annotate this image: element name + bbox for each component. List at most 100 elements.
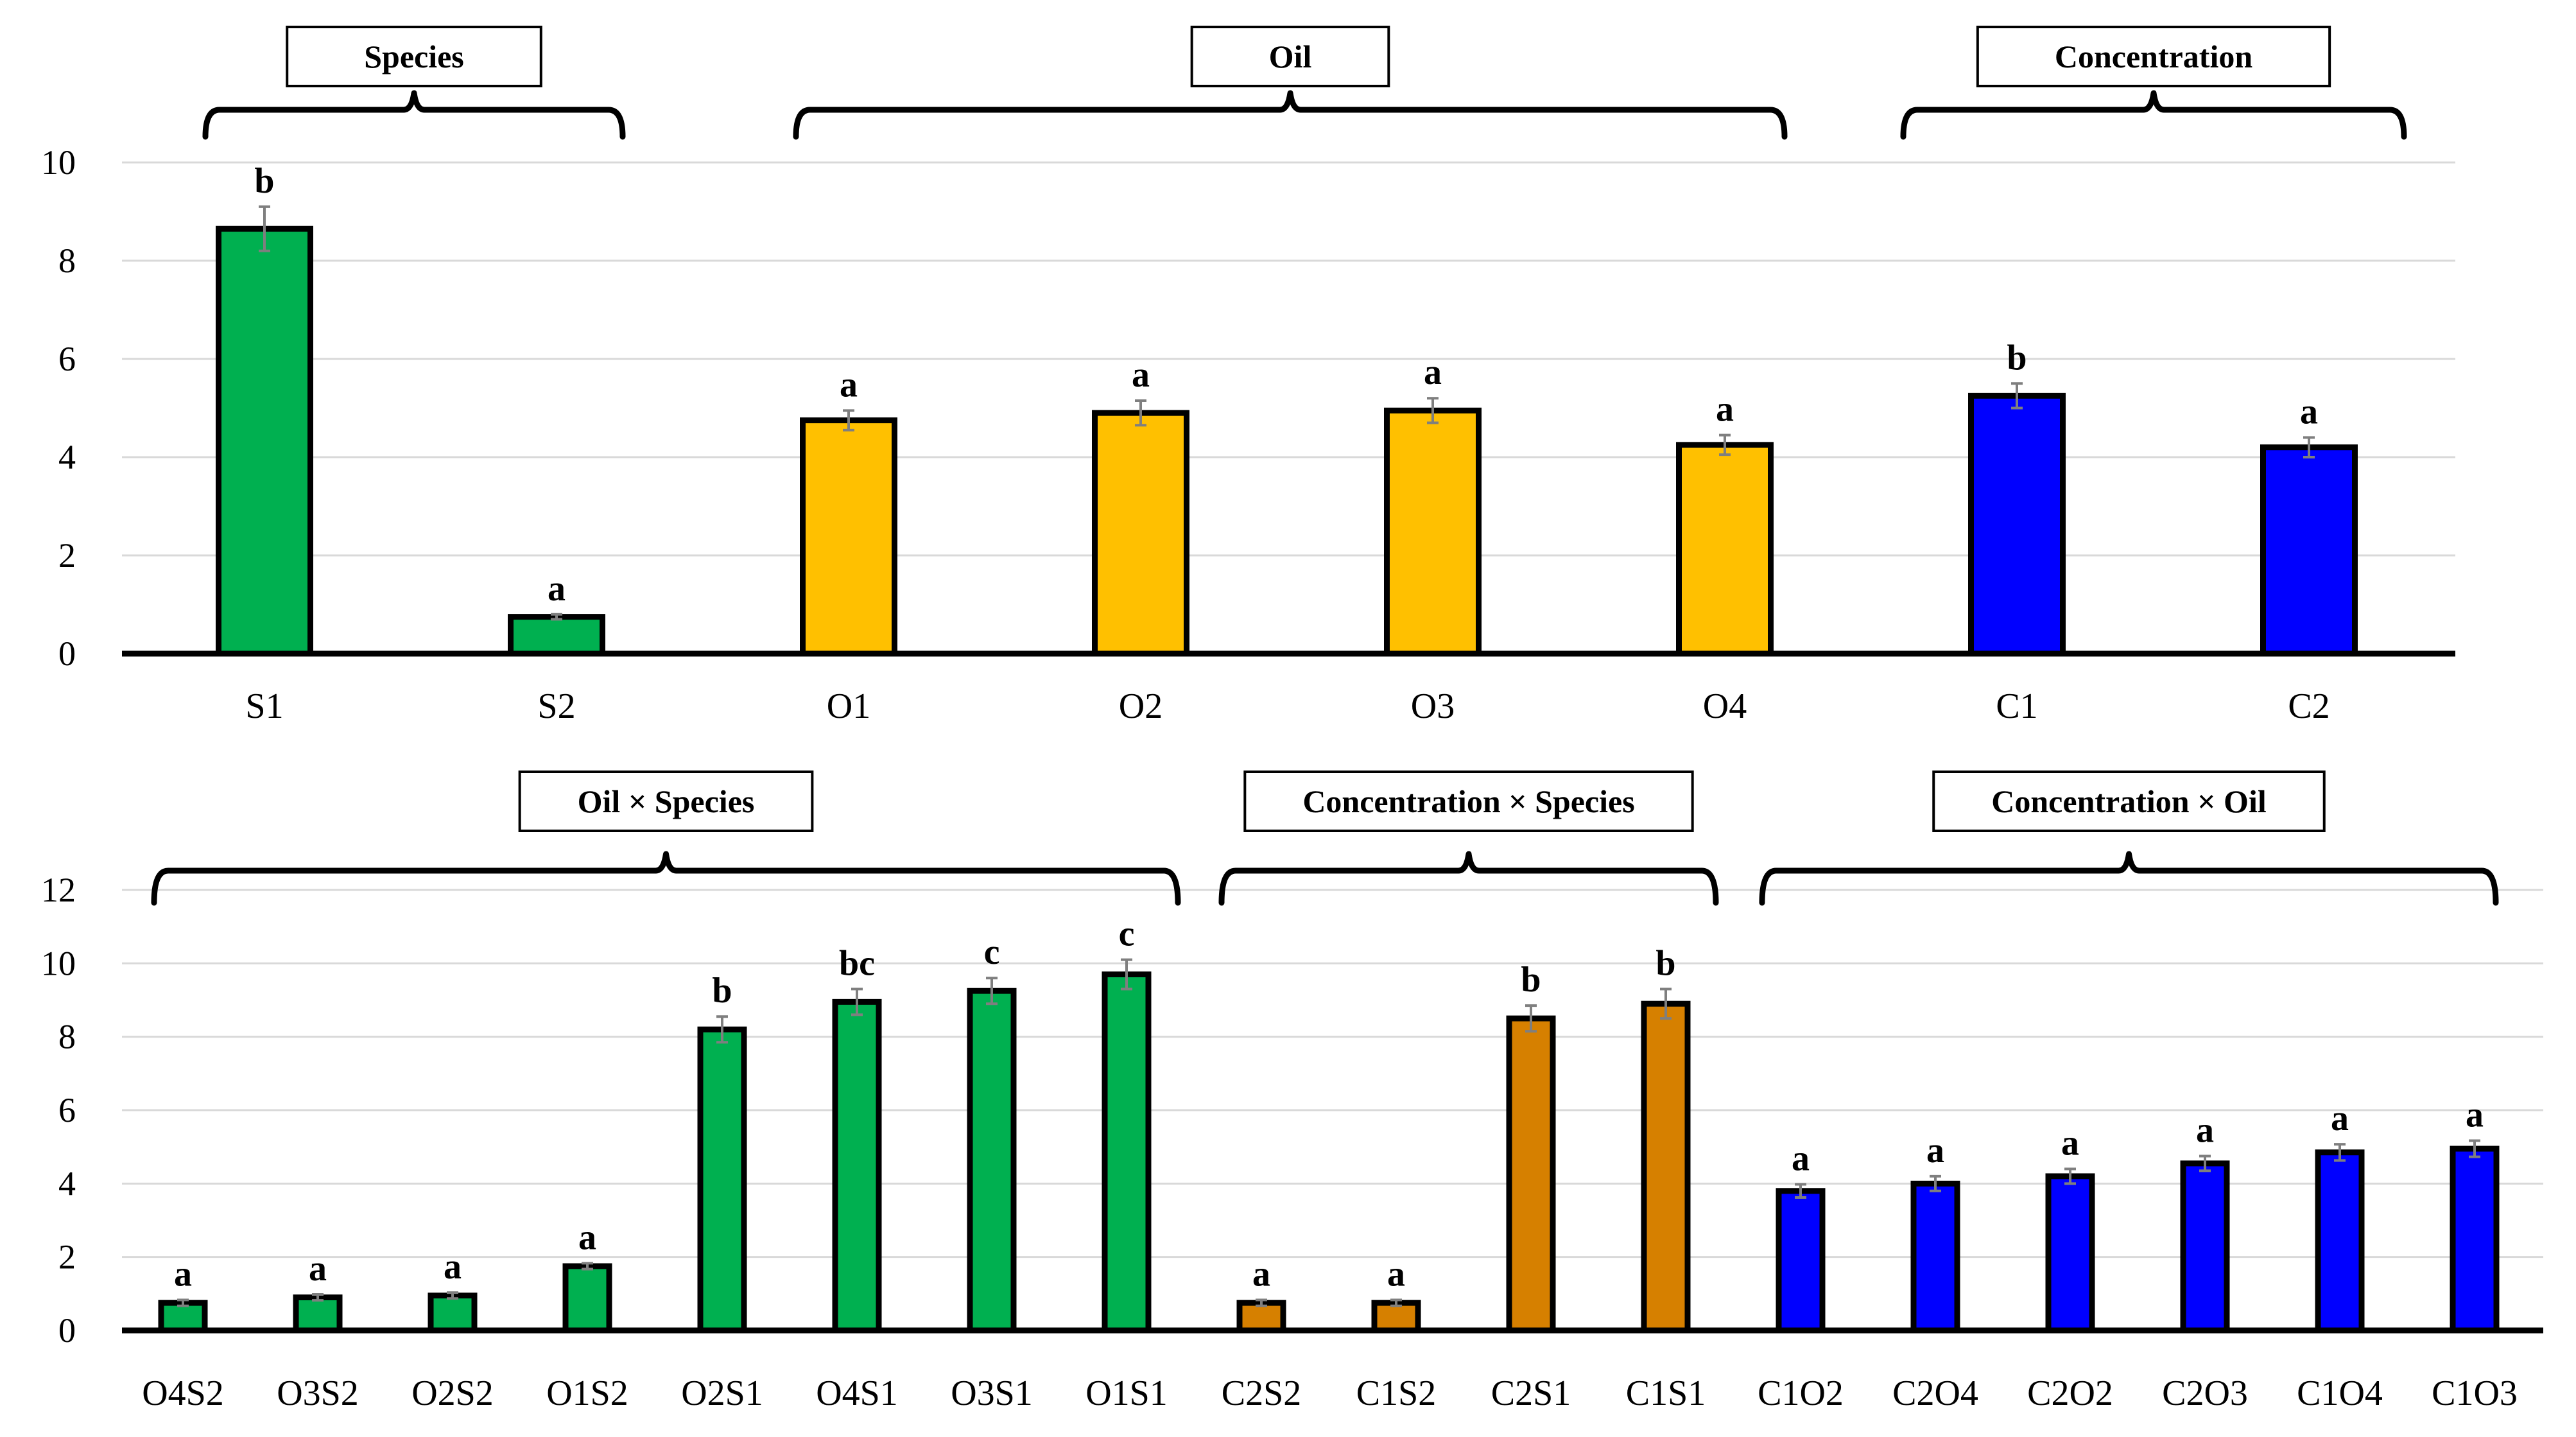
panel1-bar-C1 <box>1968 392 2066 657</box>
panel1-group-title: Concentration <box>2055 39 2252 74</box>
panel2-category-label: O4S1 <box>816 1373 898 1413</box>
panel2-bar-C1S1 <box>1641 1000 1691 1334</box>
panel2-bar-C2O2 <box>2045 1173 2095 1334</box>
panel2-category-label: O3S2 <box>277 1373 359 1413</box>
panel2-significance-letter: c <box>984 932 1000 972</box>
panel2-bar-O4S1 <box>832 998 882 1334</box>
panel1-category-label: C2 <box>2288 686 2330 726</box>
panel1-group-bracket <box>793 90 1788 140</box>
panel2-bar-O2S1 <box>697 1026 747 1334</box>
panel1-bar-O1 <box>800 417 897 657</box>
panel2-group-title-box <box>518 771 814 832</box>
panel2-group-title: Concentration × Oil <box>1991 783 2267 819</box>
panel2-group-bracket <box>1218 851 1719 906</box>
panel2-group-title: Oil × Species <box>578 783 755 819</box>
panel2-significance-letter: a <box>2196 1110 2214 1150</box>
panel1-category-label: O4 <box>1703 686 1747 726</box>
panel2-bar-O4S2 <box>158 1300 208 1334</box>
panel2-significance-letter: a <box>2061 1123 2079 1163</box>
panel2-category-label: O1S2 <box>546 1373 628 1413</box>
panel2-category-label: C2O4 <box>1892 1373 1978 1413</box>
panel1-category-label: O3 <box>1411 686 1455 726</box>
panel1-category-label: C1 <box>1996 686 2037 726</box>
panel2-category-label: O4S2 <box>142 1373 224 1413</box>
panel2-bar-O1S1 <box>1102 971 1152 1334</box>
panel1-group-bracket <box>202 90 626 140</box>
panel2-significance-letter: a <box>174 1255 192 1294</box>
panel2-bar-C2O3 <box>2180 1160 2230 1334</box>
panel2-bar-C1O2 <box>1776 1188 1826 1334</box>
panel2-significance-letter: a <box>444 1247 462 1287</box>
panel2-y-tick-label: 10 <box>41 944 76 982</box>
panel2-significance-letter: bc <box>839 943 875 983</box>
panel2-category-label: O1S1 <box>1085 1373 1168 1413</box>
panel1-category-label: O2 <box>1119 686 1163 726</box>
panel1-bar-O3 <box>1384 407 1482 657</box>
panel2-group-title: Concentration × Species <box>1302 783 1634 819</box>
panel2-group-title-box <box>1243 771 1694 832</box>
panel2-category-label: C2O3 <box>2162 1373 2248 1413</box>
panel2-y-tick-label: 8 <box>58 1018 76 1056</box>
panel2-group-bracket <box>1759 851 2499 906</box>
panel2-significance-letter: a <box>309 1249 327 1289</box>
panel2-group-bracket <box>151 851 1181 906</box>
panel2-bar-C1O4 <box>2315 1149 2365 1334</box>
panel2-category-label: C1S2 <box>1356 1373 1437 1413</box>
panel2-category-label: C2S1 <box>1491 1373 1571 1413</box>
panel1-y-tick-label: 10 <box>41 143 76 182</box>
panel1-group-title: Oil <box>1269 39 1312 74</box>
panel2-y-tick-label: 4 <box>58 1164 76 1203</box>
panel1-category-label: O1 <box>827 686 870 726</box>
panel1-bar-S2 <box>508 614 605 657</box>
panel2-bar-O1S2 <box>562 1263 612 1334</box>
panel2-bar-C1O3 <box>2450 1145 2500 1334</box>
panel1-group-title: Species <box>364 39 464 74</box>
panel1-bar-C2 <box>2260 444 2358 657</box>
panel1-category-label: S1 <box>245 686 283 726</box>
panel1-y-tick-label: 0 <box>58 634 76 673</box>
panel2-bar-O3S1 <box>967 988 1017 1334</box>
panel2-significance-letter: a <box>1926 1131 1944 1171</box>
panel1-significance-letter: a <box>2300 392 2318 431</box>
panel2-chart: 024681012aO4S2aO3S2aO2S2aO1S2bO2S1bcO4S1… <box>41 771 2543 1413</box>
panel1-y-tick-label: 8 <box>58 241 76 280</box>
panel2-group-title-box <box>1932 771 2326 832</box>
panel2-category-label: C2O2 <box>2027 1373 2113 1413</box>
panel1-group-title-box <box>1976 26 2331 87</box>
panel2-bar-C2O4 <box>1910 1180 1960 1334</box>
panel1-group-title-box <box>286 26 542 87</box>
panel2-significance-letter: a <box>1387 1255 1405 1294</box>
panel2-y-tick-label: 0 <box>58 1311 76 1350</box>
panel1-significance-letter: a <box>1132 355 1150 395</box>
panel1-y-tick-label: 2 <box>58 536 76 575</box>
panel2-significance-letter: a <box>2331 1099 2349 1138</box>
panel1-category-label: S2 <box>537 686 575 726</box>
panel1-bar-S1 <box>216 225 313 657</box>
panel2-category-label: O2S2 <box>411 1373 494 1413</box>
panel1-significance-letter: a <box>1424 353 1442 392</box>
panel2-category-label: C1S1 <box>1626 1373 1706 1413</box>
panel2-category-label: C1O3 <box>2432 1373 2518 1413</box>
panel1-bar-O4 <box>1676 442 1774 657</box>
panel1-significance-letter: b <box>254 161 274 201</box>
panel2-significance-letter: c <box>1119 914 1135 954</box>
panel2-significance-letter: b <box>1655 943 1675 983</box>
panel1-significance-letter: a <box>548 569 566 609</box>
panel1-y-tick-label: 6 <box>58 340 76 378</box>
panel1-bar-O2 <box>1092 410 1189 657</box>
panel2-category-label: C1O2 <box>1758 1373 1844 1413</box>
panel2-category-label: O2S1 <box>681 1373 763 1413</box>
panel2-bar-C2S1 <box>1506 1015 1556 1334</box>
panel1-significance-letter: a <box>840 365 858 405</box>
panel2-y-tick-label: 2 <box>58 1238 76 1276</box>
panel1-significance-letter: b <box>2007 338 2027 378</box>
panel2-category-label: O3S1 <box>951 1373 1033 1413</box>
panel2-significance-letter: a <box>578 1217 596 1257</box>
panel2-significance-letter: a <box>1252 1255 1270 1294</box>
panel2-significance-letter: a <box>1792 1138 1810 1178</box>
panel1-chart: 0 2 4 6 8 10 b S1 a S2 a O1 a O2 a O3 a O4 b C1 a C2 Species Oi… <box>41 26 2455 726</box>
panel2-y-tick-label: 6 <box>58 1091 76 1129</box>
panel2-significance-letter: b <box>1521 960 1541 1000</box>
panel1-group-bracket <box>1900 90 2407 140</box>
